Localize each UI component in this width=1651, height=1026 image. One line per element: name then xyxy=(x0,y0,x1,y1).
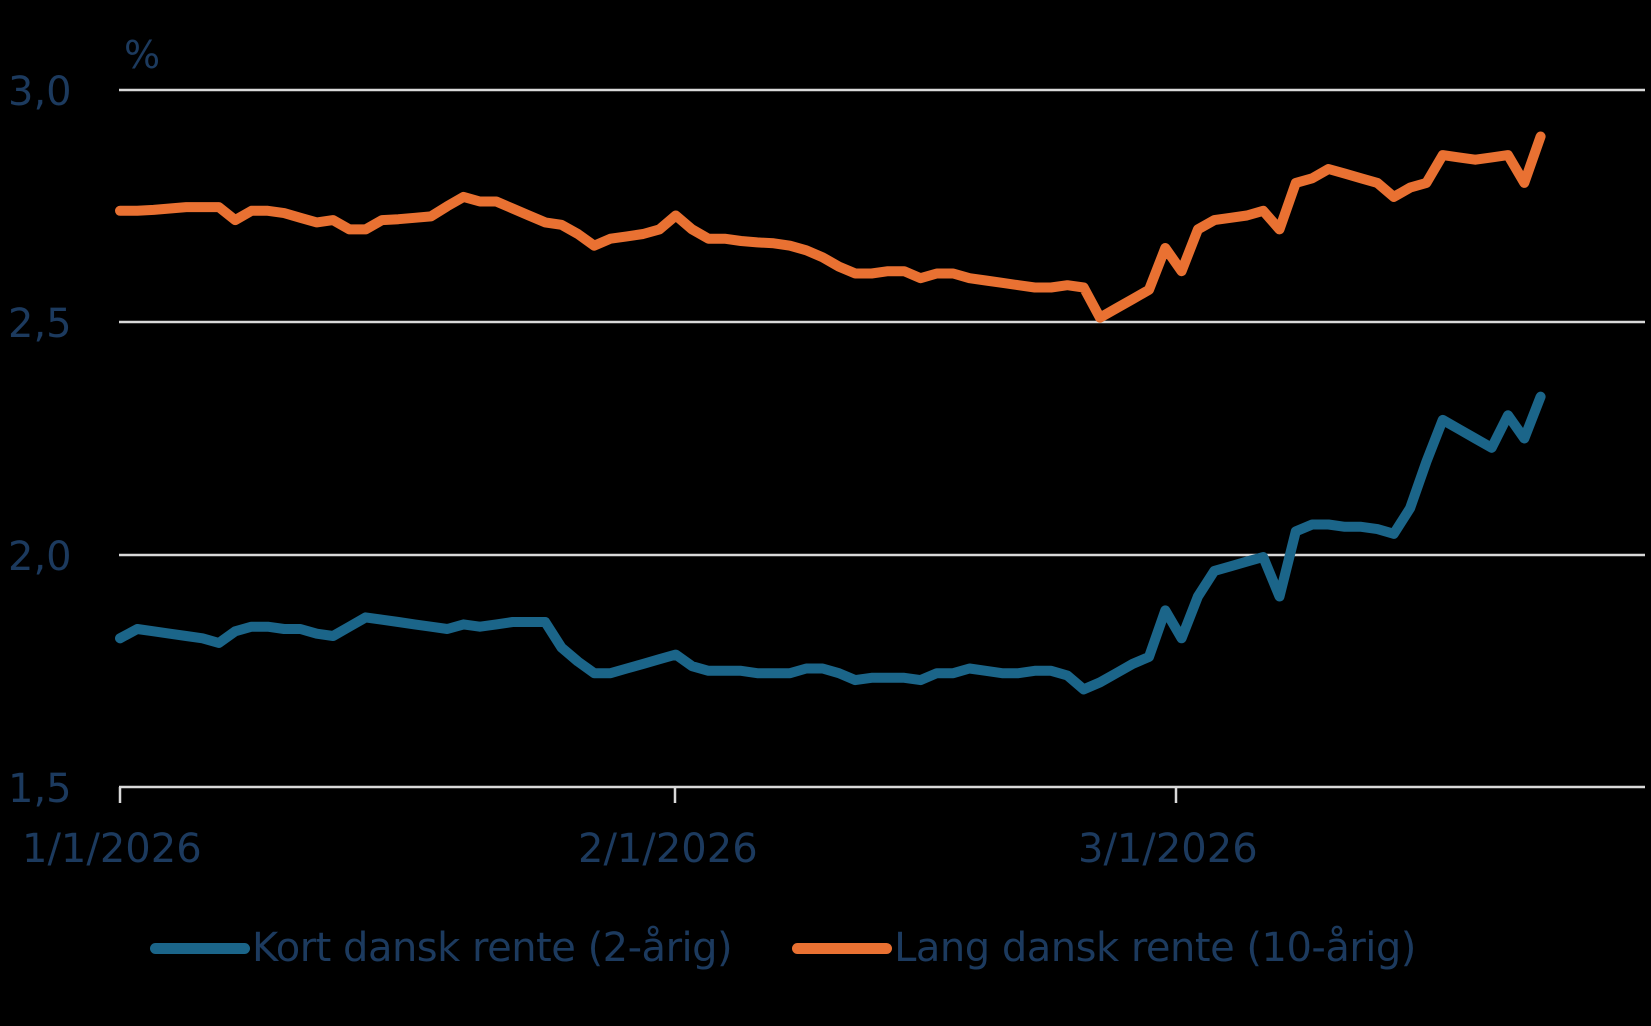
legend-label-short-rate: Kort dansk rente (2-årig) xyxy=(252,925,733,971)
y-label-3-0: 3,0 xyxy=(8,69,72,115)
series-lines xyxy=(115,131,1546,695)
y-axis-labels: % 3,0 2,5 2,0 1,5 xyxy=(8,33,160,812)
series-line-long-rate xyxy=(115,131,1546,323)
y-unit-label: % xyxy=(124,33,160,77)
legend-item-short-rate: Kort dansk rente (2-årig) xyxy=(150,925,733,971)
y-label-1-5: 1,5 xyxy=(8,766,72,812)
legend-swatch-long-rate xyxy=(792,942,893,954)
legend-item-long-rate: Lang dansk rente (10-årig) xyxy=(792,925,1416,971)
legend-label-long-rate: Lang dansk rente (10-årig) xyxy=(894,925,1416,971)
x-label-feb: 2/1/2026 xyxy=(578,826,758,872)
x-label-mar: 3/1/2026 xyxy=(1078,826,1258,872)
x-label-jan: 1/1/2026 xyxy=(22,826,202,872)
legend: Kort dansk rente (2-årig) Lang dansk ren… xyxy=(150,925,1476,971)
series-line-short-rate xyxy=(115,391,1546,695)
x-axis-labels: 1/1/2026 2/1/2026 3/1/2026 xyxy=(22,826,1258,872)
y-label-2-0: 2,0 xyxy=(8,534,72,580)
y-label-2-5: 2,5 xyxy=(8,301,72,347)
gridlines xyxy=(118,88,1645,803)
legend-swatch-short-rate xyxy=(150,942,250,954)
